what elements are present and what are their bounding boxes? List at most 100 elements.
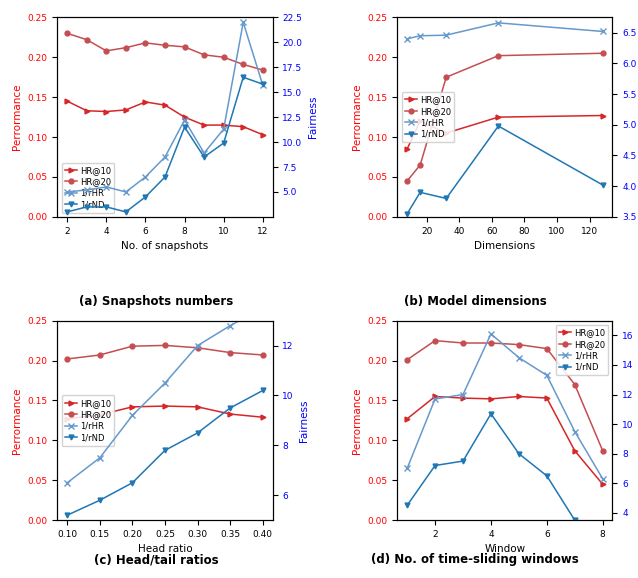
HR@20 <box>226 349 234 356</box>
Y-axis label: Perrormance: Perrormance <box>352 84 362 150</box>
Y-axis label: Fairness: Fairness <box>299 399 309 442</box>
HR@20 <box>142 39 149 46</box>
1/rHR <box>571 428 579 435</box>
1/rND <box>599 520 607 527</box>
HR@10 <box>63 98 71 105</box>
HR@20 <box>129 343 137 350</box>
HR@10 <box>487 395 494 402</box>
1/rHR <box>259 305 267 312</box>
1/rND <box>103 203 110 210</box>
Line: 1/rND: 1/rND <box>404 412 605 525</box>
HR@10 <box>259 414 267 421</box>
Line: 1/rHR: 1/rHR <box>64 19 266 195</box>
1/rHR <box>63 188 71 195</box>
1/rHR <box>220 125 228 132</box>
Line: HR@20: HR@20 <box>404 51 605 183</box>
HR@20 <box>161 42 169 49</box>
1/rND <box>161 447 169 454</box>
1/rHR <box>417 32 424 39</box>
HR@10 <box>599 481 607 488</box>
1/rND <box>494 123 502 129</box>
HR@10 <box>543 395 551 402</box>
1/rHR <box>239 19 247 26</box>
1/rHR <box>515 354 523 361</box>
HR@20 <box>239 61 247 68</box>
1/rHR <box>181 117 188 124</box>
Line: 1/rHR: 1/rHR <box>404 20 606 42</box>
HR@20 <box>96 351 103 358</box>
HR@10 <box>259 131 267 138</box>
HR@20 <box>431 337 439 344</box>
HR@20 <box>442 74 450 81</box>
Line: 1/rHR: 1/rHR <box>404 331 606 482</box>
1/rHR <box>129 412 137 419</box>
HR@10 <box>142 98 149 105</box>
HR@10 <box>515 393 523 400</box>
Text: (b) Model dimensions: (b) Model dimensions <box>404 295 547 307</box>
Line: HR@20: HR@20 <box>65 31 265 72</box>
HR@20 <box>515 341 523 348</box>
HR@10 <box>220 121 228 128</box>
1/rND <box>487 410 494 417</box>
1/rHR <box>200 150 208 157</box>
HR@20 <box>487 339 494 346</box>
X-axis label: Dimensions: Dimensions <box>474 241 535 251</box>
1/rND <box>161 173 169 180</box>
HR@10 <box>239 123 247 130</box>
1/rHR <box>403 465 411 472</box>
1/rHR <box>96 454 103 461</box>
HR@20 <box>103 47 110 54</box>
HR@10 <box>226 410 234 417</box>
Line: HR@10: HR@10 <box>65 403 265 421</box>
HR@10 <box>417 118 424 125</box>
HR@20 <box>83 36 91 43</box>
1/rHR <box>161 380 169 387</box>
1/rND <box>181 124 188 131</box>
HR@10 <box>403 416 411 423</box>
1/rND <box>200 154 208 161</box>
1/rND <box>259 81 267 88</box>
HR@10 <box>599 112 607 119</box>
Line: 1/rND: 1/rND <box>65 75 265 214</box>
HR@20 <box>571 381 579 388</box>
Line: HR@10: HR@10 <box>404 113 605 151</box>
Line: HR@20: HR@20 <box>65 343 265 361</box>
HR@10 <box>431 393 439 400</box>
Legend: HR@10, HR@20, 1/rHR, 1/rND: HR@10, HR@20, 1/rHR, 1/rND <box>62 162 114 213</box>
1/rHR <box>122 188 130 195</box>
Text: (d) No. of time-sliding windows: (d) No. of time-sliding windows <box>371 554 579 566</box>
1/rND <box>226 405 234 412</box>
1/rND <box>259 387 267 394</box>
1/rND <box>515 450 523 457</box>
1/rHR <box>161 154 169 161</box>
HR@10 <box>442 129 450 136</box>
1/rND <box>122 209 130 216</box>
1/rND <box>431 462 439 469</box>
HR@20 <box>259 351 267 358</box>
1/rND <box>599 181 607 188</box>
1/rND <box>142 194 149 201</box>
HR@10 <box>83 108 91 114</box>
HR@20 <box>599 50 607 57</box>
HR@10 <box>181 114 188 121</box>
1/rND <box>459 458 467 465</box>
HR@20 <box>63 30 71 37</box>
Text: (a) Snapshots numbers: (a) Snapshots numbers <box>79 295 234 307</box>
HR@20 <box>220 54 228 61</box>
1/rHR <box>63 479 71 486</box>
1/rND <box>83 203 91 210</box>
HR@10 <box>571 447 579 454</box>
1/rHR <box>194 342 202 349</box>
HR@10 <box>459 395 467 402</box>
HR@20 <box>259 66 267 73</box>
1/rND <box>571 517 579 524</box>
HR@10 <box>129 403 137 410</box>
Line: 1/rHR: 1/rHR <box>64 305 266 486</box>
1/rND <box>543 472 551 479</box>
1/rHR <box>494 20 502 27</box>
Line: 1/rND: 1/rND <box>404 124 605 216</box>
Legend: HR@10, HR@20, 1/rHR, 1/rND: HR@10, HR@20, 1/rHR, 1/rND <box>556 325 608 375</box>
HR@20 <box>599 447 607 454</box>
HR@10 <box>63 416 71 423</box>
1/rND <box>96 497 103 503</box>
